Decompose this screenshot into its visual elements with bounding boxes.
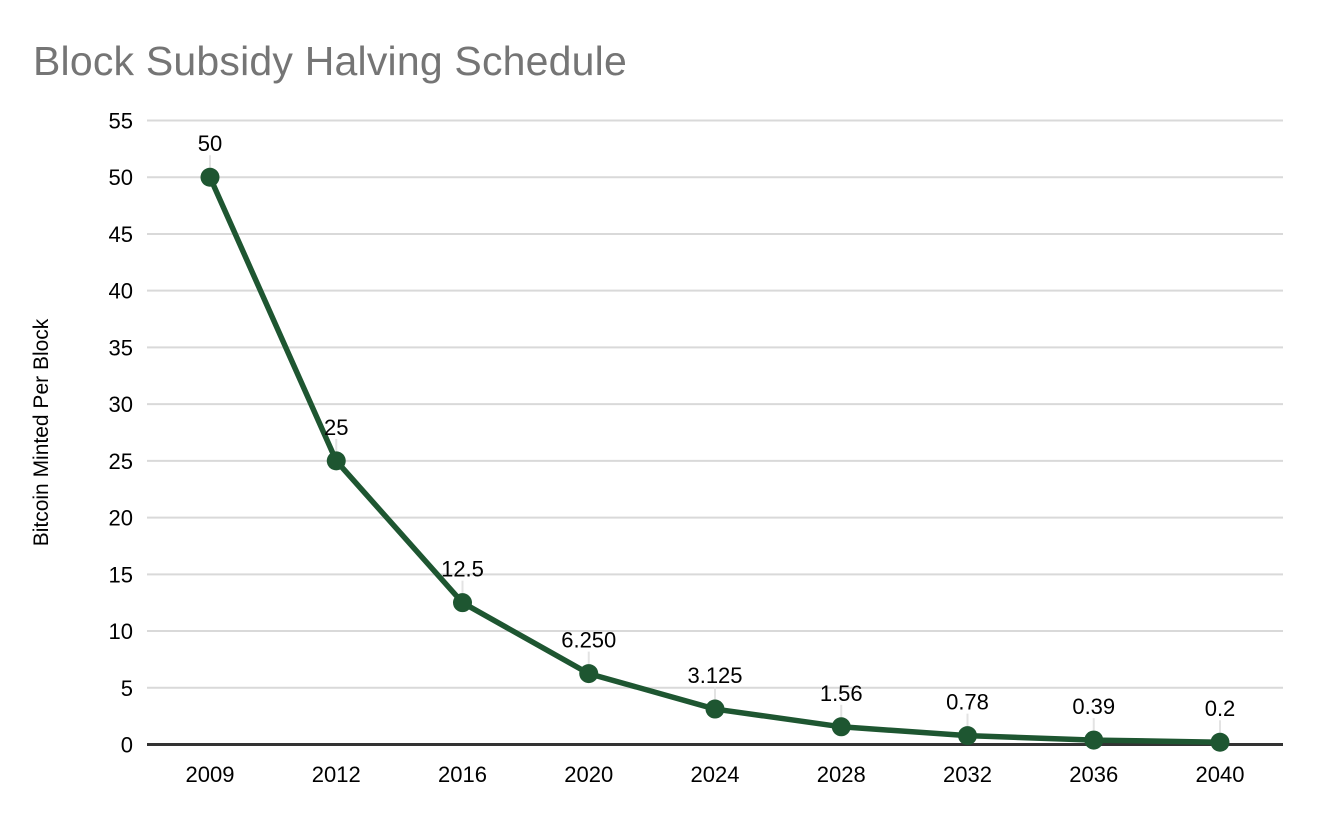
y-axis-title: Bitcoin Minted Per Block	[30, 318, 53, 546]
data-point-marker	[958, 726, 977, 746]
data-point-label: 0.78	[946, 690, 989, 715]
data-point-marker	[1210, 732, 1230, 752]
data-point-marker	[326, 451, 346, 471]
series-line	[207, 174, 1223, 745]
x-tick-label: 2040	[1196, 762, 1245, 787]
data-point-label: 1.56	[820, 681, 863, 706]
x-tick-label: 2009	[186, 762, 235, 787]
y-tick-label: 20	[109, 506, 133, 531]
x-tick-label: 2024	[691, 762, 740, 787]
y-tick-label: 10	[109, 619, 133, 644]
x-tick-label: 2012	[312, 762, 361, 787]
data-point-label: 25	[324, 415, 348, 440]
data-point-label: 3.125	[687, 663, 742, 688]
y-tick-label: 0	[121, 733, 133, 758]
data-point-marker	[1084, 730, 1104, 750]
x-tick-label: 2016	[438, 762, 487, 787]
chart-title: Block Subsidy Halving Schedule	[33, 38, 627, 84]
data-point-marker	[831, 717, 851, 737]
y-tick-label: 25	[109, 449, 133, 474]
data-point-marker	[579, 664, 599, 684]
data-point-marker	[453, 593, 472, 613]
x-tick-label: 2032	[943, 762, 992, 787]
x-tick-label: 2020	[564, 762, 613, 787]
data-point-label: 50	[198, 131, 222, 156]
data-point-label: 0.39	[1072, 694, 1115, 719]
y-tick-label: 50	[109, 165, 133, 190]
y-tick-label: 40	[109, 279, 133, 304]
data-point-marker	[200, 167, 220, 187]
y-tick-label: 55	[109, 109, 133, 134]
data-point-marker	[705, 699, 725, 719]
data-point-label: 12.5	[441, 557, 484, 582]
y-tick-label: 30	[109, 392, 133, 417]
x-tick-label: 2028	[817, 762, 866, 787]
y-tick-label: 15	[109, 562, 133, 587]
y-tick-label: 5	[121, 676, 133, 701]
data-point-label: 0.2	[1205, 696, 1236, 721]
y-tick-label: 35	[109, 335, 133, 360]
x-tick-label: 2036	[1069, 762, 1118, 787]
data-point-label: 6.250	[561, 628, 616, 653]
y-tick-label: 45	[109, 222, 133, 247]
